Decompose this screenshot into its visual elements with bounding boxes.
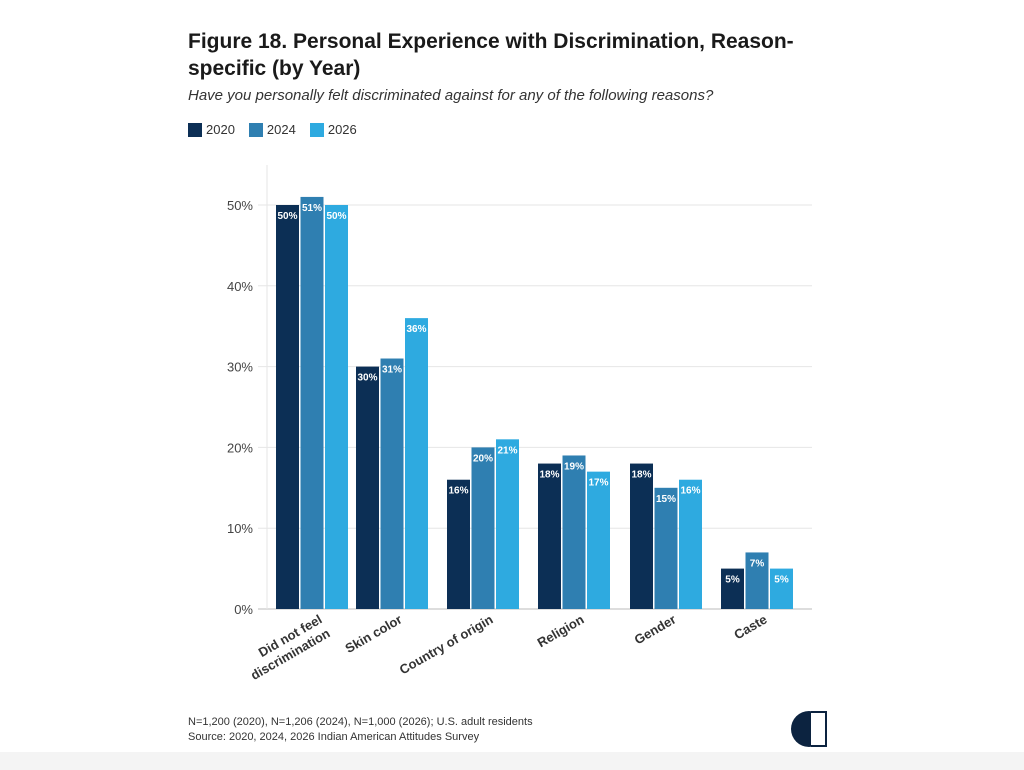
y-tick-label: 40% [227, 279, 253, 294]
bar-2026 [770, 568, 793, 609]
bar-chart: 0% 10% 20% 30% 40% 50% 50% 51% 50% Did not feeldi… [227, 165, 812, 683]
legend-label: 2026 [327, 122, 357, 137]
bar-2026 [325, 205, 348, 609]
data-label: 16% [680, 486, 700, 497]
x-tick-label: Skin color [343, 612, 405, 656]
legend-item-2020: 2020 [188, 122, 235, 137]
legend: 2020 2024 2026 [188, 122, 357, 137]
bar-2020 [721, 568, 744, 609]
bar-2024 [654, 487, 678, 609]
data-label: 31% [382, 365, 402, 376]
x-tick-label: Country of origin [397, 612, 496, 678]
data-label: 36% [406, 324, 426, 335]
y-tick-label: 30% [227, 360, 253, 375]
chart-subtitle: Have you personally felt discriminated a… [188, 87, 714, 104]
data-label: 5% [774, 575, 789, 586]
bar-2026 [405, 318, 428, 609]
y-tick-label: 20% [227, 440, 253, 455]
data-label: 20% [473, 453, 493, 464]
chart-title: Figure 18. Personal Experience with Disc… [188, 30, 794, 80]
bar-2026 [679, 479, 702, 609]
bar-2024 [745, 552, 769, 609]
footnotes: N=1,200 (2020), N=1,206 (2024), N=1,000 … [188, 715, 533, 745]
bar-2020 [630, 463, 653, 609]
bar-2024 [300, 196, 324, 610]
x-tick-label: Religion [535, 612, 587, 651]
bar-2026 [496, 439, 519, 609]
y-tick-label: 50% [227, 198, 253, 213]
legend-item-2024: 2024 [248, 122, 296, 137]
data-label: 30% [357, 373, 377, 384]
legend-item-2026: 2026 [309, 122, 357, 137]
page-bottom-strip [0, 752, 1024, 770]
bar-2020 [538, 463, 561, 609]
legend-label: 2024 [266, 122, 296, 137]
x-tick-label: Caste [731, 612, 769, 643]
data-label: 50% [326, 211, 346, 222]
bar-2024 [380, 358, 404, 609]
x-tick-label: Gender [632, 612, 679, 648]
legend-label: 2020 [206, 122, 235, 137]
data-label: 16% [448, 486, 468, 497]
logo [791, 711, 827, 747]
data-label: 7% [750, 558, 765, 569]
bar-2026 [587, 471, 610, 609]
data-label: 19% [564, 461, 584, 472]
y-tick-label: 0% [234, 602, 253, 617]
data-label: 18% [631, 470, 651, 481]
y-tick-label: 10% [227, 521, 253, 536]
bar-2020 [447, 479, 470, 609]
legend-swatch [188, 122, 202, 137]
data-label: 51% [302, 203, 322, 214]
data-label: 18% [539, 470, 559, 481]
data-label: 17% [588, 478, 608, 489]
sample-note: N=1,200 (2020), N=1,206 (2024), N=1,000 … [188, 716, 533, 728]
data-label: 15% [656, 494, 676, 505]
legend-swatch [309, 122, 324, 137]
bar-2024 [562, 455, 586, 609]
data-label: 5% [725, 575, 740, 586]
data-label: 21% [497, 445, 517, 456]
bar-2020 [356, 366, 379, 609]
x-tick-label: Did not feeldiscrimination [240, 612, 332, 683]
legend-swatch [248, 122, 263, 137]
data-label: 50% [277, 211, 297, 222]
source-note: Source: 2020, 2024, 2026 Indian American… [188, 731, 480, 743]
bar-2020 [276, 205, 299, 609]
bar-2024 [471, 447, 495, 609]
